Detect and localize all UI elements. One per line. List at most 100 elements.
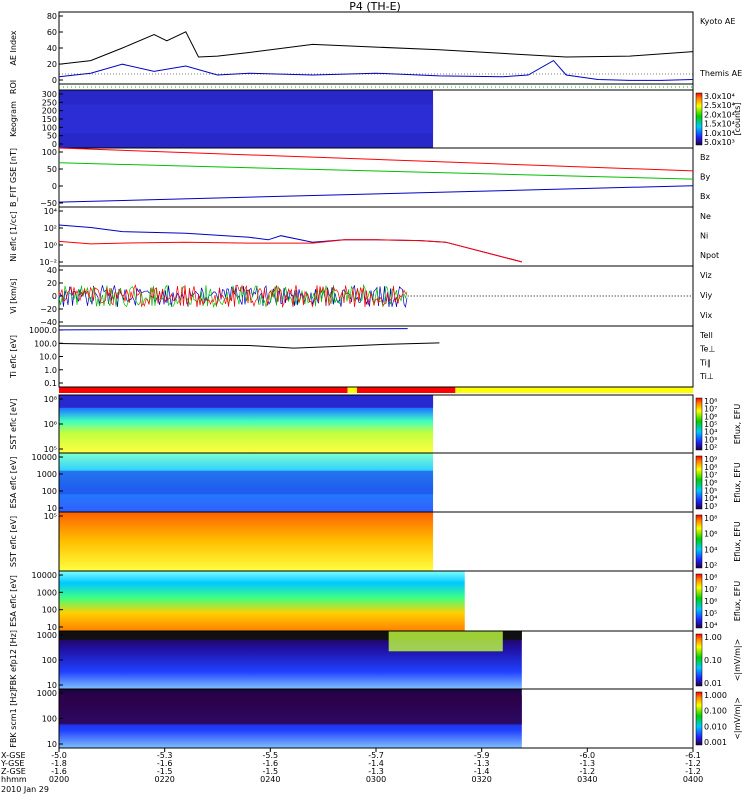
fbk1-ytick-label: 10 [47, 681, 57, 690]
fbk1-colorbar-label: <|mV/m|> [733, 639, 742, 682]
esa_i-colorbar-tick: 10⁶ [704, 597, 717, 606]
ti-ylabel: Ti eflc [eV] [9, 335, 18, 379]
ni-ylabel: Ni eflc [1/cc] [9, 211, 18, 261]
bfit-ytick-label: 0 [52, 182, 57, 191]
date-label: 2010 Jan 29 [1, 785, 49, 794]
xaxis-row-label: X-GSE [1, 751, 26, 760]
sst_e-ytick-label: 10⁵ [44, 445, 57, 454]
xaxis-tick-label: -6.0 [580, 751, 596, 760]
fbk2-ytick-label: 100 [42, 715, 57, 724]
sst_e-ylabel: SST eflc [eV] [9, 398, 18, 449]
keogram-colorbar-tick: 2.0x10⁴ [704, 110, 735, 119]
xaxis-tick-label: -5.9 [474, 751, 490, 760]
esa_e-ytick-label: 10000 [32, 453, 57, 462]
vi-ytick-label: −20 [40, 305, 57, 314]
bfit-series-by [58, 162, 694, 180]
panel-ti: 1000.0 100.0 10.0 1.0 0.1 Ti eflc [eV] Tell Te⊥… [9, 325, 715, 388]
esa_i-ytick-label: 100 [42, 606, 57, 615]
xaxis-tick-label: 0400 [683, 775, 703, 784]
ti-series-ti [58, 328, 408, 331]
fbk2-ytick-label: 1000 [37, 689, 57, 698]
esa_i-colorbar-tick: 10⁵ [704, 609, 717, 618]
panel-ni: 10⁴ 10² 10⁰ 10⁻² Ni eflc [1/cc] Ne Ni Npot [9, 206, 719, 267]
sst_i-spectrogram [59, 512, 434, 571]
xaxis-tick-label: 0220 [155, 775, 175, 784]
ae-series-themis-ae [58, 31, 694, 65]
xaxis-tick-label: -1.6 [51, 767, 67, 776]
esa_i-colorbar-tick: 10⁷ [704, 585, 717, 594]
bfit-legend-item: Bx [700, 192, 710, 201]
esa_e-colorbar-tick: 10³ [704, 502, 717, 511]
ni-frame [58, 206, 694, 267]
panel-fbk1: 1.00 0.10 0.01 <|mV/m|> 1000 100 10 FBK efp12 [… [9, 630, 742, 690]
esa_i-colorbar-tick: 10⁸ [704, 573, 717, 582]
vi-ytick-label: −40 [40, 318, 57, 327]
esa_e-colorbar-tick: 10⁴ [704, 494, 717, 503]
xaxis-tick-label: -6.1 [685, 751, 701, 760]
keogram-ylabel: Keogram [9, 101, 18, 137]
xaxis-tick-label: -5.7 [368, 751, 384, 760]
esa_e-ytick-label: 1000 [37, 470, 57, 479]
roi-ylabel: ROI [9, 80, 18, 94]
esa_e-ytick-label: 10 [47, 504, 57, 513]
panel-bfit: 100 50 0 −50 B_FIT GSE [nT] Bz By Bx [9, 147, 710, 208]
esa_i-ylabel: ESA eflc [eV] [9, 575, 18, 627]
esa_e-colorbar-tick: 10⁹ [704, 455, 717, 464]
esa_e-colorbar-label: Eflux, EFU [733, 462, 742, 503]
xaxis-row-label: Y-GSE [0, 759, 24, 768]
keogram-ytick-label: 150 [42, 115, 57, 124]
keogram-colorbar-tick: 1.0x10⁴ [704, 129, 735, 138]
xaxis-tick-label: 0320 [472, 775, 492, 784]
sst_e-colorbar-tick: 10⁶ [704, 412, 717, 421]
bfit-ylabel: B_FIT GSE [nT] [9, 148, 18, 207]
fbk2-colorbar-tick: 1.000 [704, 691, 727, 700]
ae-legend-item: Kyoto AE [700, 17, 735, 26]
fbk1-colorbar-tick: 0.10 [704, 656, 722, 665]
fbk2-ylabel: FBK scm1 [Hz] [9, 689, 18, 747]
vi-ytick-label: 20 [47, 279, 57, 288]
bfit-ytick-label: −50 [40, 199, 57, 208]
esa_e-colorbar-tick: 10⁶ [704, 479, 717, 488]
xaxis-tick-label: 0200 [49, 775, 69, 784]
xaxis-tick-label: -5.3 [157, 751, 173, 760]
esa_i-ytick-label: 10000 [32, 571, 57, 580]
vi-ytick-label: 40 [47, 266, 57, 275]
ti-ytick-label: 1000.0 [29, 326, 57, 335]
sst_e-ytick-label: 10⁸ [44, 395, 57, 404]
sst_i-colorbar-tick: 10⁶ [704, 530, 717, 539]
panel-esa_i: 10⁸ 10⁷ 10⁶ 10⁵ 10⁴ Eflux, EFU 10000 1000 100 10 E… [9, 570, 742, 632]
esa_e-colorbar-tick: 10⁸ [704, 463, 717, 472]
panel-keogram: 3.0x10⁴2.5x10⁴2.0x10⁴1.5x10⁴1.0x10⁴5.0x1… [9, 89, 742, 149]
panel-fbk2: 1.000 0.100 0.010 0.001 <|mV/m|> 1000 100 10 FBK… [9, 688, 742, 749]
panel-ae: 80 60 40 20 0 AE Index Kyoto AE Themis AE [9, 11, 742, 85]
xaxis-tick-label: -1.6 [263, 759, 279, 768]
sst_i-colorbar-tick: 10⁸ [704, 514, 717, 523]
esa_i-colorbar-label: Eflux, EFU [733, 581, 742, 622]
bfit-legend-item: Bz [700, 153, 710, 162]
sst_e-ytick-label: 10⁶ [44, 420, 57, 429]
keogram-ytick-label: 300 [42, 90, 57, 99]
esa_e-colorbar-tick: 10⁷ [704, 471, 717, 480]
fbk2-colorbar-tick: 0.001 [704, 738, 727, 747]
fbk2-colorbar [695, 691, 703, 746]
esa_i-ytick-label: 1000 [37, 588, 57, 597]
esa_e-colorbar-tick: 10⁵ [704, 486, 717, 495]
x-axis: -5.0-1.8-1.60200-5.3-1.6-1.50220-5.5-1.6… [0, 748, 703, 794]
mode-bar-slow-1 [59, 387, 348, 393]
fbk2-ytick-label: 10 [47, 740, 57, 749]
bfit-ytick-label: 100 [42, 148, 57, 157]
vi-ytick-label: 0 [52, 292, 57, 301]
fbk2-colorbar-tick: 0.010 [704, 722, 727, 731]
keogram-ytick-label: 50 [47, 132, 57, 141]
esa_e-colorbar [695, 455, 703, 510]
keogram-band [59, 104, 434, 134]
keogram-colorbar-label: [counts] [733, 103, 742, 136]
sst_e-colorbar-tick: 10³ [704, 435, 717, 444]
ti-legend-item: Ti∥ [699, 358, 711, 367]
ti-ytick-label: 100.0 [34, 339, 57, 348]
keogram-ytick-label: 100 [42, 123, 57, 132]
xaxis-row-label: Z-GSE [1, 767, 26, 776]
esa-e-mid-band [59, 470, 434, 495]
